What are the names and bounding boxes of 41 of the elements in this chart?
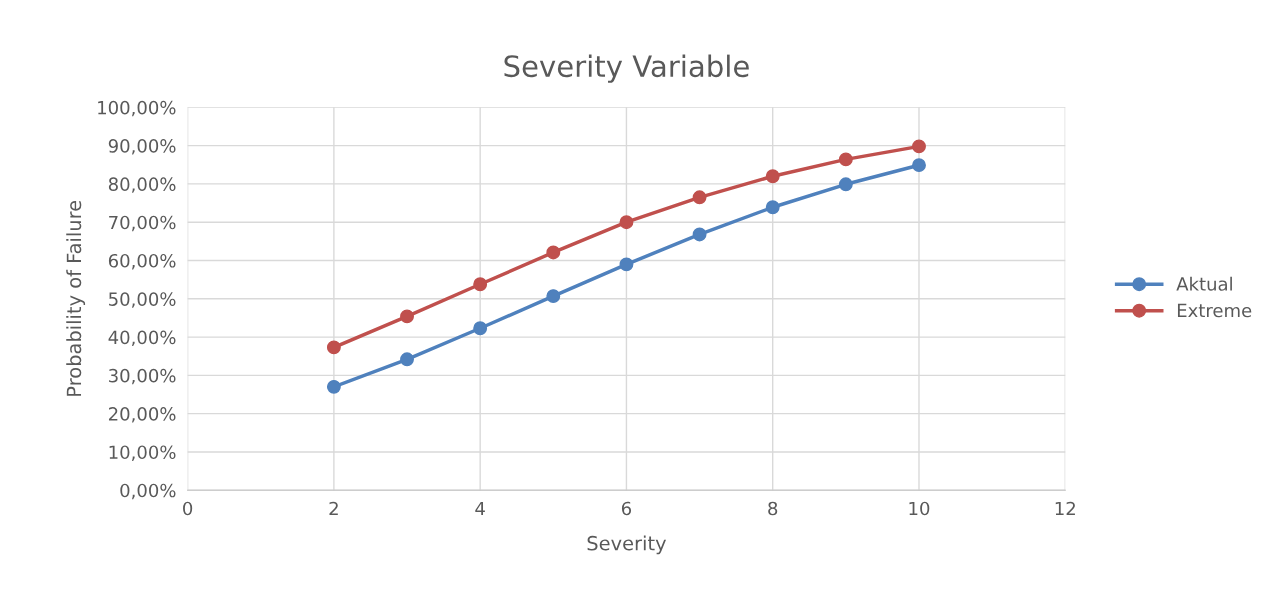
y-tick-label: 90,00% — [108, 139, 176, 155]
point — [692, 190, 707, 205]
point — [838, 152, 853, 167]
point — [546, 289, 561, 304]
y-axis-title: Probability of Failure — [66, 200, 86, 396]
y-tick-label: 20,00% — [108, 407, 176, 423]
x-tick-label: 10 — [909, 501, 930, 516]
point — [912, 139, 926, 154]
x-tick-label: 6 — [621, 501, 632, 516]
point — [765, 169, 780, 184]
point — [546, 245, 561, 260]
y-tick-label: 10,00% — [109, 445, 176, 461]
x-tick-label: 2 — [329, 501, 338, 516]
point — [326, 340, 341, 355]
y-tick-label: 60,00% — [108, 253, 176, 270]
y-tick-label: 50,00% — [109, 292, 176, 308]
point — [765, 200, 780, 215]
legend-label: Aktual — [1176, 276, 1232, 291]
x-axis-title: Severity — [587, 535, 667, 555]
point — [619, 257, 634, 272]
point — [692, 227, 707, 242]
y-tick-label: 0,00% — [120, 483, 176, 500]
y-tick-label: 40,00% — [108, 330, 176, 347]
point — [400, 309, 414, 324]
y-tick-label: 80,00% — [108, 177, 176, 193]
point — [473, 277, 488, 292]
x-tick-label: 0 — [183, 501, 193, 516]
point — [326, 379, 341, 394]
x-tick-label: 4 — [475, 501, 485, 516]
point — [912, 158, 926, 173]
point — [400, 352, 414, 367]
x-tick-label: 12 — [1055, 501, 1075, 516]
point — [473, 321, 488, 336]
x-tick-label: 8 — [768, 501, 778, 516]
y-tick-label: 100,00% — [98, 100, 176, 117]
y-tick-label: 70,00% — [109, 215, 176, 232]
y-tick-label: 30,00% — [109, 368, 176, 385]
legend-label: Extreme — [1177, 303, 1252, 318]
point — [619, 215, 634, 230]
chart-title: Severity Variable — [504, 54, 749, 83]
point — [838, 177, 853, 192]
